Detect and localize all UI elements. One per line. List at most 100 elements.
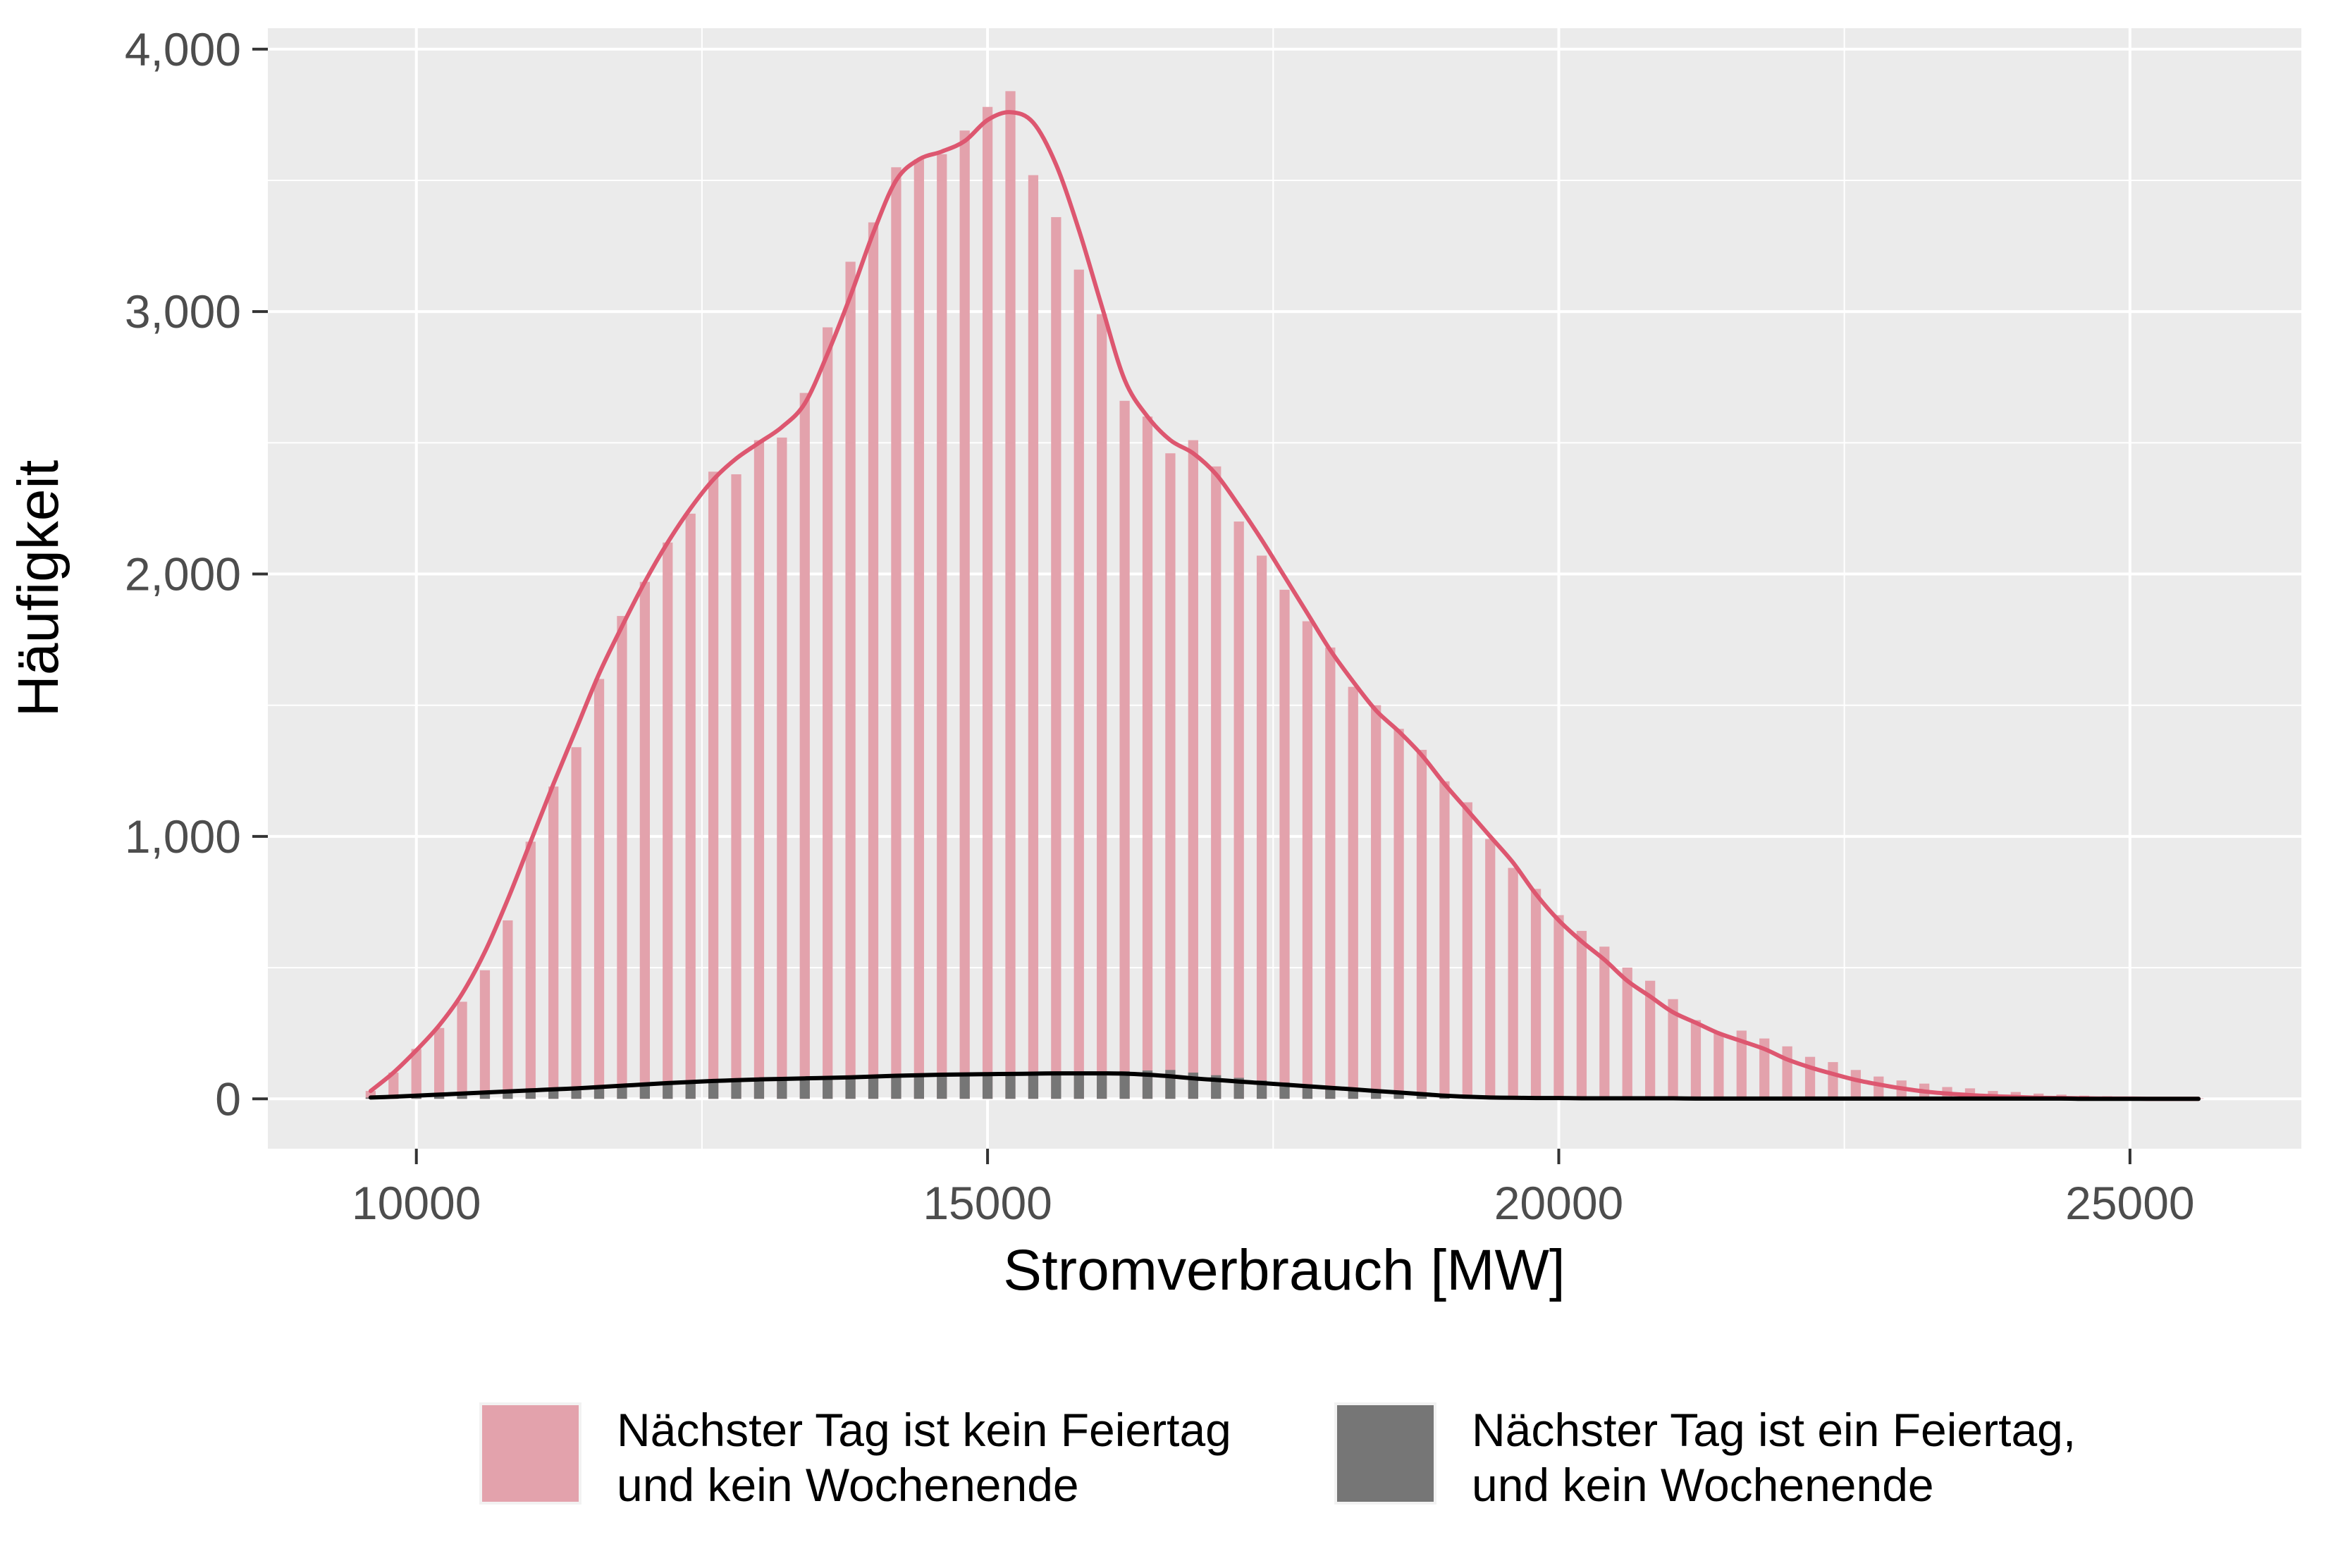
bar-kein-feiertag (503, 920, 512, 1099)
bar-kein-feiertag (868, 223, 878, 1099)
x-axis: 10000 15000 20000 25000 (352, 1149, 2195, 1229)
bar-kein-feiertag (708, 471, 718, 1099)
bar-kein-feiertag (1234, 521, 1244, 1099)
bar-kein-feiertag (1051, 217, 1061, 1099)
bar-kein-feiertag (1393, 729, 1403, 1099)
bar-kein-feiertag (1211, 467, 1221, 1099)
bar-kein-feiertag (1508, 868, 1518, 1099)
legend-swatch-feiertag (1337, 1405, 1434, 1502)
bar-kein-feiertag (1783, 1047, 1792, 1099)
bar-kein-feiertag (1599, 946, 1609, 1099)
bar-kein-feiertag (1691, 1020, 1701, 1099)
bar-kein-feiertag (1828, 1062, 1838, 1099)
bar-kein-feiertag (1097, 314, 1107, 1099)
bar-feiertag (914, 1075, 924, 1099)
bar-feiertag (845, 1077, 855, 1099)
y-tick-label: 1,000 (125, 810, 241, 863)
bar-feiertag (754, 1079, 764, 1099)
bar-kein-feiertag (1713, 1033, 1723, 1099)
bar-kein-feiertag (1439, 782, 1449, 1099)
bar-kein-feiertag (1303, 622, 1312, 1099)
bar-kein-feiertag (1417, 750, 1427, 1099)
legend-label-line: Nächster Tag ist ein Feiertag, (1472, 1404, 2076, 1456)
bar-kein-feiertag (617, 616, 627, 1099)
bar-feiertag (823, 1078, 832, 1099)
bar-kein-feiertag (731, 474, 741, 1099)
bar-feiertag (1074, 1072, 1084, 1099)
bar-kein-feiertag (1851, 1070, 1861, 1099)
bar-kein-feiertag (1623, 968, 1632, 1099)
bar-kein-feiertag (1028, 175, 1038, 1099)
y-tick-label: 4,000 (125, 23, 241, 75)
bar-feiertag (731, 1080, 741, 1099)
bar-kein-feiertag (1119, 401, 1129, 1099)
x-axis-title: Stromverbrauch [MW] (1003, 1238, 1565, 1302)
bar-feiertag (937, 1074, 947, 1099)
bar-kein-feiertag (640, 582, 650, 1099)
bar-kein-feiertag (1805, 1057, 1815, 1099)
bar-feiertag (1097, 1072, 1107, 1099)
bar-kein-feiertag (983, 107, 992, 1099)
bar-kein-feiertag (1143, 416, 1152, 1099)
bar-kein-feiertag (1577, 931, 1587, 1099)
bar-feiertag (1005, 1073, 1015, 1099)
bar-kein-feiertag (960, 130, 970, 1099)
bar-feiertag (686, 1082, 696, 1099)
y-axis: 0 1,000 2,000 3,000 4,000 (125, 23, 268, 1125)
bar-kein-feiertag (1005, 91, 1015, 1099)
bar-kein-feiertag (1279, 590, 1289, 1099)
bar-kein-feiertag (548, 786, 558, 1099)
y-tick-label: 3,000 (125, 285, 241, 338)
x-tick-label: 10000 (352, 1177, 481, 1229)
bar-kein-feiertag (571, 747, 581, 1099)
bar-kein-feiertag (1531, 889, 1541, 1099)
bar-kein-feiertag (1074, 270, 1084, 1099)
y-axis-title: Häufigkeit (6, 459, 70, 717)
bar-kein-feiertag (1325, 648, 1335, 1099)
bar-kein-feiertag (754, 440, 764, 1099)
x-tick-label: 20000 (1494, 1177, 1624, 1229)
bar-kein-feiertag (457, 1001, 467, 1099)
bar-kein-feiertag (777, 438, 787, 1099)
y-tick-label: 2,000 (125, 548, 241, 600)
bar-feiertag (800, 1078, 810, 1099)
bar-kein-feiertag (914, 159, 924, 1099)
bar-feiertag (983, 1074, 992, 1099)
legend-label-line: Nächster Tag ist kein Feiertag (617, 1404, 1231, 1456)
bar-feiertag (1028, 1073, 1038, 1099)
bar-feiertag (960, 1074, 970, 1099)
bar-kein-feiertag (1257, 555, 1267, 1099)
bar-kein-feiertag (845, 261, 855, 1099)
x-tick-label: 25000 (2065, 1177, 2195, 1229)
bar-kein-feiertag (800, 393, 810, 1099)
bar-kein-feiertag (1553, 915, 1563, 1099)
bar-kein-feiertag (1485, 839, 1495, 1099)
bar-feiertag (1051, 1073, 1061, 1099)
bar-kein-feiertag (1165, 453, 1175, 1099)
bar-kein-feiertag (1463, 802, 1472, 1099)
bar-kein-feiertag (823, 327, 832, 1099)
bar-kein-feiertag (891, 167, 901, 1099)
bar-feiertag (777, 1078, 787, 1099)
bar-kein-feiertag (1348, 687, 1358, 1099)
bar-kein-feiertag (434, 1028, 444, 1099)
bar-kein-feiertag (1371, 705, 1381, 1099)
bar-feiertag (868, 1075, 878, 1099)
bar-kein-feiertag (526, 841, 536, 1099)
legend-swatch-kein-feiertag (482, 1405, 579, 1502)
bar-feiertag (891, 1075, 901, 1099)
bar-kein-feiertag (480, 970, 490, 1099)
x-tick-label: 15000 (923, 1177, 1052, 1229)
y-tick-label: 0 (215, 1073, 241, 1125)
bar-kein-feiertag (1873, 1077, 1883, 1099)
legend-label-line: und kein Wochenende (1472, 1459, 1934, 1511)
bar-kein-feiertag (686, 514, 696, 1099)
bar-kein-feiertag (663, 543, 672, 1099)
legend-label-line: und kein Wochenende (617, 1459, 1079, 1511)
bar-kein-feiertag (1188, 440, 1198, 1099)
bar-kein-feiertag (594, 679, 604, 1099)
bar-kein-feiertag (937, 154, 947, 1099)
